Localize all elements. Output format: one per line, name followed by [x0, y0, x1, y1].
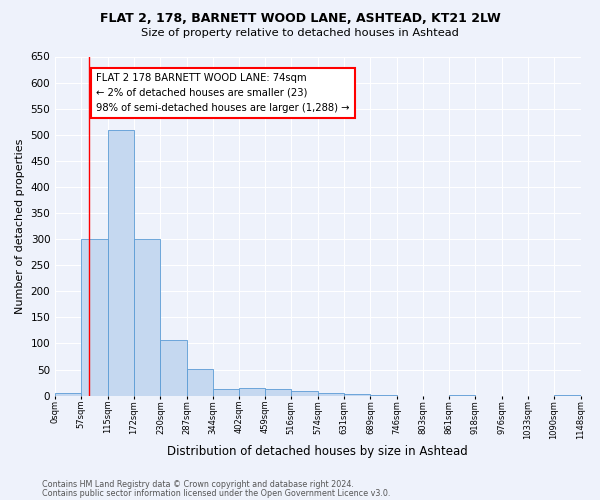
- Text: Size of property relative to detached houses in Ashtead: Size of property relative to detached ho…: [141, 28, 459, 38]
- Bar: [134, 239, 160, 396]
- Bar: [370, 395, 397, 396]
- Text: FLAT 2, 178, BARNETT WOOD LANE, ASHTEAD, KT21 2LW: FLAT 2, 178, BARNETT WOOD LANE, ASHTEAD,…: [100, 12, 500, 26]
- Bar: [212, 390, 239, 396]
- Bar: [318, 393, 344, 396]
- Bar: [160, 340, 187, 396]
- Text: FLAT 2 178 BARNETT WOOD LANE: 74sqm
← 2% of detached houses are smaller (23)
98%: FLAT 2 178 BARNETT WOOD LANE: 74sqm ← 2%…: [97, 73, 350, 113]
- Bar: [108, 130, 134, 396]
- Bar: [265, 389, 291, 396]
- Text: Contains public sector information licensed under the Open Government Licence v3: Contains public sector information licen…: [42, 489, 391, 498]
- Bar: [55, 393, 81, 396]
- Bar: [239, 388, 265, 396]
- Bar: [81, 239, 108, 396]
- Bar: [291, 392, 318, 396]
- X-axis label: Distribution of detached houses by size in Ashtead: Distribution of detached houses by size …: [167, 444, 468, 458]
- Text: Contains HM Land Registry data © Crown copyright and database right 2024.: Contains HM Land Registry data © Crown c…: [42, 480, 354, 489]
- Bar: [344, 394, 370, 396]
- Y-axis label: Number of detached properties: Number of detached properties: [15, 138, 25, 314]
- Bar: [187, 368, 212, 396]
- Bar: [449, 395, 475, 396]
- Bar: [554, 394, 581, 396]
